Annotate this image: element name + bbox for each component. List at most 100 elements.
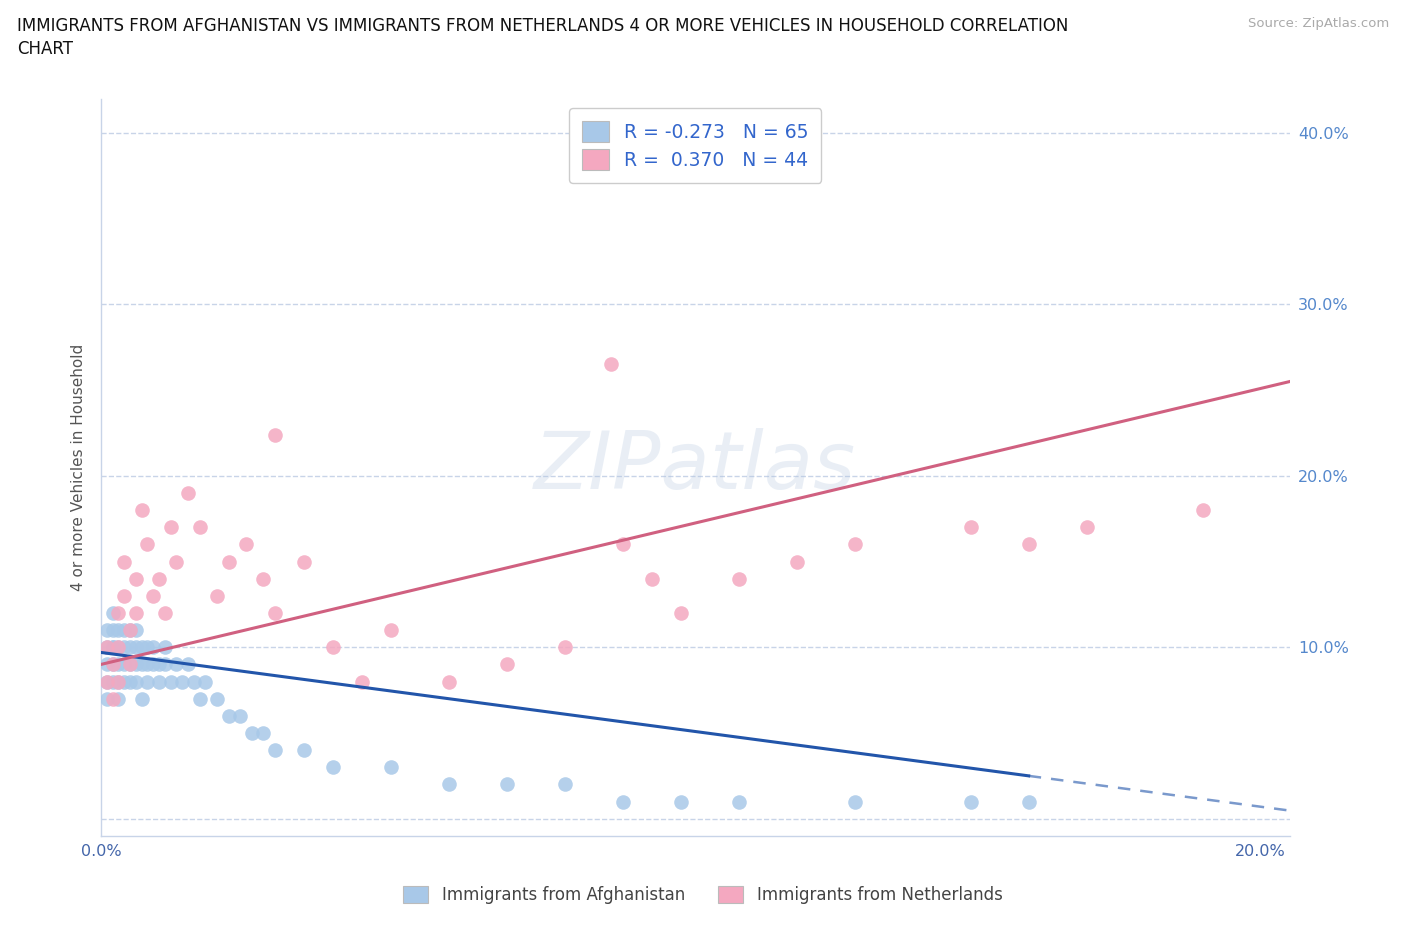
Point bbox=[101, 691, 124, 706]
Point bbox=[107, 691, 129, 706]
Point bbox=[107, 640, 129, 655]
Point bbox=[153, 657, 176, 671]
Point bbox=[118, 640, 141, 655]
Point bbox=[844, 537, 866, 551]
Point bbox=[118, 674, 141, 689]
Point bbox=[495, 657, 517, 671]
Point bbox=[153, 605, 176, 620]
Point bbox=[786, 554, 808, 569]
Point bbox=[101, 605, 124, 620]
Point bbox=[165, 554, 187, 569]
Point bbox=[641, 571, 664, 586]
Point bbox=[101, 657, 124, 671]
Point bbox=[112, 554, 135, 569]
Point bbox=[125, 657, 148, 671]
Point bbox=[107, 605, 129, 620]
Point bbox=[554, 640, 576, 655]
Point bbox=[959, 794, 981, 809]
Point bbox=[101, 657, 124, 671]
Point bbox=[118, 623, 141, 638]
Point bbox=[188, 691, 211, 706]
Point bbox=[322, 760, 344, 775]
Point bbox=[380, 623, 402, 638]
Point bbox=[495, 777, 517, 791]
Point bbox=[125, 571, 148, 586]
Point bbox=[669, 605, 692, 620]
Text: Source: ZipAtlas.com: Source: ZipAtlas.com bbox=[1249, 17, 1389, 30]
Point bbox=[183, 674, 205, 689]
Point bbox=[136, 537, 159, 551]
Point bbox=[96, 674, 118, 689]
Text: CHART: CHART bbox=[17, 40, 73, 58]
Point bbox=[240, 725, 263, 740]
Point bbox=[125, 623, 148, 638]
Point bbox=[727, 794, 749, 809]
Point bbox=[554, 777, 576, 791]
Point bbox=[101, 674, 124, 689]
Point bbox=[142, 589, 165, 604]
Point bbox=[96, 657, 118, 671]
Point bbox=[96, 640, 118, 655]
Point bbox=[107, 657, 129, 671]
Point bbox=[437, 777, 460, 791]
Point bbox=[612, 794, 634, 809]
Point bbox=[142, 640, 165, 655]
Point bbox=[844, 794, 866, 809]
Point bbox=[96, 674, 118, 689]
Point bbox=[118, 657, 141, 671]
Point bbox=[112, 640, 135, 655]
Point bbox=[96, 623, 118, 638]
Legend: R = -0.273   N = 65, R =  0.370   N = 44: R = -0.273 N = 65, R = 0.370 N = 44 bbox=[569, 108, 821, 183]
Point bbox=[112, 623, 135, 638]
Point bbox=[292, 554, 315, 569]
Point bbox=[112, 589, 135, 604]
Point bbox=[264, 743, 287, 758]
Point bbox=[218, 554, 240, 569]
Point bbox=[159, 674, 181, 689]
Point bbox=[194, 674, 217, 689]
Point bbox=[131, 657, 153, 671]
Point bbox=[172, 674, 194, 689]
Point bbox=[112, 657, 135, 671]
Point bbox=[153, 640, 176, 655]
Point bbox=[148, 674, 170, 689]
Point bbox=[96, 691, 118, 706]
Text: IMMIGRANTS FROM AFGHANISTAN VS IMMIGRANTS FROM NETHERLANDS 4 OR MORE VEHICLES IN: IMMIGRANTS FROM AFGHANISTAN VS IMMIGRANT… bbox=[17, 17, 1069, 34]
Point bbox=[612, 537, 634, 551]
Point bbox=[669, 794, 692, 809]
Point bbox=[177, 485, 200, 500]
Point bbox=[235, 537, 257, 551]
Point bbox=[727, 571, 749, 586]
Point bbox=[142, 657, 165, 671]
Point bbox=[959, 520, 981, 535]
Point bbox=[125, 605, 148, 620]
Point bbox=[125, 674, 148, 689]
Point bbox=[101, 623, 124, 638]
Point bbox=[1076, 520, 1098, 535]
Point bbox=[96, 640, 118, 655]
Point bbox=[112, 674, 135, 689]
Point bbox=[437, 674, 460, 689]
Point bbox=[177, 657, 200, 671]
Point bbox=[136, 657, 159, 671]
Point bbox=[107, 674, 129, 689]
Point bbox=[148, 657, 170, 671]
Point bbox=[1191, 503, 1213, 518]
Point bbox=[118, 657, 141, 671]
Text: ZIPatlas: ZIPatlas bbox=[534, 429, 856, 506]
Point bbox=[1018, 537, 1040, 551]
Point bbox=[125, 640, 148, 655]
Point bbox=[218, 709, 240, 724]
Point bbox=[205, 691, 228, 706]
Point bbox=[229, 709, 252, 724]
Point bbox=[252, 571, 274, 586]
Point bbox=[131, 640, 153, 655]
Legend: Immigrants from Afghanistan, Immigrants from Netherlands: Immigrants from Afghanistan, Immigrants … bbox=[396, 879, 1010, 910]
Point bbox=[252, 725, 274, 740]
Point bbox=[380, 760, 402, 775]
Point bbox=[165, 657, 187, 671]
Point bbox=[107, 640, 129, 655]
Point bbox=[101, 640, 124, 655]
Y-axis label: 4 or more Vehicles in Household: 4 or more Vehicles in Household bbox=[72, 344, 86, 591]
Point bbox=[101, 640, 124, 655]
